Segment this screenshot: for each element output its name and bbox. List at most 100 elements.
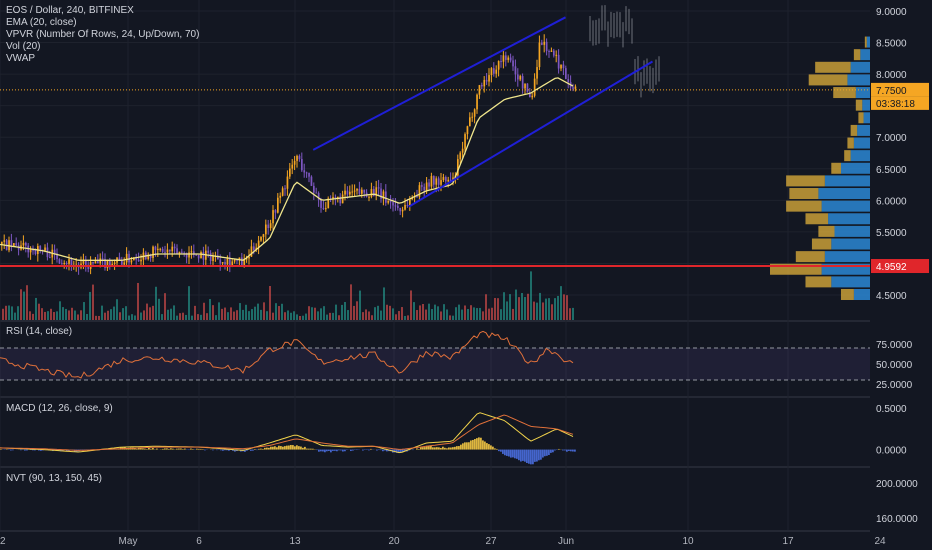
volume-bar bbox=[188, 286, 190, 320]
volume-bar bbox=[116, 299, 118, 320]
macd-histogram-bar bbox=[436, 447, 438, 450]
macd-histogram-bar bbox=[216, 449, 218, 451]
macd-histogram-bar bbox=[164, 448, 166, 450]
macd-histogram-bar bbox=[310, 448, 312, 450]
macd-histogram-bar bbox=[440, 447, 442, 450]
macd-histogram-bar bbox=[298, 446, 300, 450]
volume-bar bbox=[431, 309, 433, 320]
time-tick-label: May bbox=[119, 536, 138, 547]
macd-histogram-bar bbox=[552, 449, 554, 453]
volume-bar bbox=[185, 314, 187, 320]
macd-histogram-bar bbox=[548, 449, 550, 455]
macd-histogram-bar bbox=[254, 448, 256, 450]
channel-upper-line bbox=[312, 16, 566, 151]
candle-body bbox=[130, 260, 133, 263]
candle-body bbox=[526, 83, 529, 93]
candle-body bbox=[209, 252, 212, 262]
rsi-pane bbox=[0, 330, 870, 381]
candle-body bbox=[334, 197, 337, 199]
vpvr-up-bar bbox=[860, 49, 870, 61]
vpvr-up-bar bbox=[857, 124, 870, 136]
price-tick-label: 8.0000 bbox=[876, 70, 907, 81]
candle-body bbox=[10, 240, 13, 246]
macd-histogram-bar bbox=[246, 449, 248, 451]
macd-pane-label[interactable]: MACD (12, 26, close, 9) bbox=[6, 403, 113, 414]
candle-body bbox=[349, 191, 351, 195]
macd-histogram-bar bbox=[138, 447, 140, 450]
macd-histogram-bar bbox=[518, 449, 520, 461]
volume-bar bbox=[572, 307, 574, 320]
macd-histogram-bar bbox=[300, 446, 302, 450]
candle-body bbox=[226, 258, 229, 265]
candle-body bbox=[65, 263, 68, 265]
macd-histogram-bar bbox=[482, 440, 484, 450]
volume-bar bbox=[437, 306, 439, 320]
macd-histogram-bar bbox=[338, 449, 340, 451]
candle-body bbox=[34, 249, 37, 255]
macd-histogram-bar bbox=[192, 449, 194, 450]
candle-body bbox=[63, 263, 66, 265]
ema-line bbox=[0, 77, 574, 261]
volume-bar bbox=[26, 285, 28, 320]
countdown-text: 03:38:18 bbox=[876, 99, 915, 110]
volume-bar bbox=[5, 305, 7, 320]
candle-body bbox=[101, 258, 104, 260]
macd-histogram-bar bbox=[296, 445, 298, 450]
symbol-title[interactable]: EOS / Dollar, 240, BITFINEX bbox=[6, 5, 134, 16]
rsi-tick-label: 50.0000 bbox=[876, 360, 913, 371]
macd-histogram-bar bbox=[480, 437, 482, 450]
candle-body bbox=[353, 190, 356, 192]
macd-histogram-bar bbox=[330, 449, 332, 453]
rsi-tick-label: 75.0000 bbox=[876, 340, 913, 351]
candle-body bbox=[310, 176, 313, 186]
volume-bar bbox=[248, 311, 250, 320]
indicator-vol-label[interactable]: Vol (20) bbox=[6, 41, 41, 52]
indicator-vwap-label[interactable]: VWAP bbox=[6, 53, 36, 64]
indicator-ema-label[interactable]: EMA (20, close) bbox=[6, 17, 77, 28]
volume-bar bbox=[245, 304, 247, 320]
macd-histogram-bar bbox=[550, 449, 552, 453]
macd-histogram-bar bbox=[522, 449, 524, 461]
candle-body bbox=[459, 152, 462, 160]
vpvr-down-bar bbox=[795, 251, 825, 263]
volume-bar bbox=[443, 304, 445, 320]
candle-body bbox=[361, 189, 363, 194]
macd-histogram-bar bbox=[362, 449, 364, 451]
vpvr-up-bar bbox=[834, 225, 870, 237]
candle-body bbox=[512, 60, 514, 67]
macd-histogram-bar bbox=[264, 447, 266, 450]
macd-histogram-bar bbox=[146, 449, 148, 450]
rsi-line bbox=[0, 330, 574, 379]
macd-histogram-bar bbox=[24, 449, 26, 451]
nvt-pane-label[interactable]: NVT (90, 13, 150, 45) bbox=[6, 473, 102, 484]
volume-bar bbox=[236, 310, 238, 320]
vpvr-down-bar bbox=[818, 225, 835, 237]
rsi-tick-label: 25.0000 bbox=[876, 380, 913, 391]
candle-body bbox=[190, 251, 193, 253]
macd-histogram-bar bbox=[258, 448, 260, 450]
candle-body bbox=[308, 172, 310, 177]
macd-histogram-bar bbox=[562, 449, 564, 451]
macd-histogram-bar bbox=[150, 448, 152, 450]
time-tick-label: 20 bbox=[388, 536, 400, 547]
candle-body bbox=[322, 207, 325, 209]
vpvr-down-bar bbox=[864, 36, 867, 48]
volume-bar bbox=[224, 307, 226, 320]
volume-bar bbox=[176, 315, 178, 320]
macd-histogram-bar bbox=[456, 446, 458, 450]
price-label-bg bbox=[871, 82, 929, 97]
macd-histogram-bar bbox=[224, 449, 226, 451]
macd-histogram-bar bbox=[452, 447, 454, 450]
volume-bar bbox=[47, 311, 49, 320]
vpvr-down-bar bbox=[811, 238, 832, 250]
volume-bar bbox=[131, 314, 133, 320]
indicator-vpvr-label[interactable]: VPVR (Number Of Rows, 24, Up/Down, 70) bbox=[6, 29, 200, 40]
macd-histogram-bar bbox=[344, 449, 346, 452]
rsi-pane-label[interactable]: RSI (14, close) bbox=[6, 326, 73, 337]
macd-histogram-bar bbox=[502, 449, 504, 454]
nvt-tick-label: 160.0000 bbox=[876, 514, 918, 525]
candle-body bbox=[341, 194, 344, 204]
time-axis: 22 May 6 13 20 27 Jun 10 17 24 bbox=[0, 536, 886, 547]
candle-body bbox=[469, 117, 471, 127]
